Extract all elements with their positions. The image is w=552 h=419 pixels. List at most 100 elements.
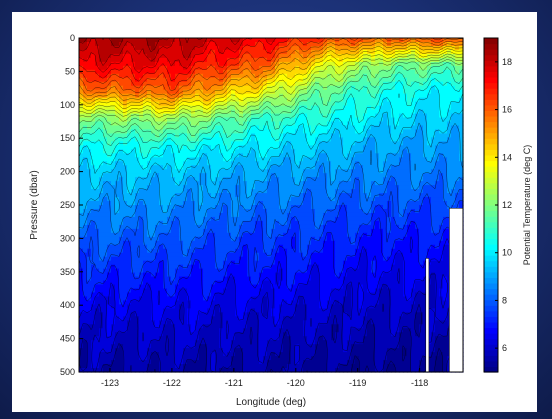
heatmap-cell [155,133,160,139]
heatmap-cell [435,193,440,198]
heatmap-cell [123,193,128,198]
heatmap-cell [303,109,308,115]
heatmap-cell [415,145,420,150]
heatmap-cell [347,41,352,47]
heatmap-cell [427,137,432,142]
heatmap-cell [159,117,164,123]
heatmap-cell [159,149,164,154]
heatmap-cell [163,45,168,51]
heatmap-cell [283,45,288,51]
heatmap-cell [171,157,176,162]
heatmap-cell [231,81,236,87]
heatmap-cell [407,73,412,79]
heatmap-cell [331,220,336,226]
heatmap-cell [419,109,424,115]
heatmap-cell [303,220,308,226]
heatmap-cell [343,133,348,139]
heatmap-cell [259,121,264,127]
heatmap-cell [155,177,160,182]
heatmap-cell [87,232,92,238]
heatmap-cell [271,41,276,47]
heatmap-cell [239,121,244,127]
heatmap-cell [171,232,176,238]
heatmap-cell [147,41,152,47]
heatmap-cell [111,41,116,47]
heatmap-cell [387,73,392,79]
heatmap-cell [339,109,344,115]
heatmap-cell [147,121,152,127]
heatmap-cell [259,53,264,59]
heatmap-cell [439,61,444,67]
heatmap-cell [371,61,376,67]
heatmap-cell [279,57,284,63]
heatmap-cell [303,161,308,166]
heatmap-cell [163,149,168,154]
heatmap-cell [219,53,224,59]
heatmap-cell [87,201,92,206]
heatmap-cell [359,205,364,210]
heatmap-cell [131,208,136,214]
heatmap-cell [423,145,428,150]
heatmap-cell [131,53,136,59]
heatmap-cell [235,181,240,186]
heatmap-cell [443,77,448,83]
heatmap-cell [195,205,200,210]
heatmap-cell [231,53,236,59]
heatmap-cell [435,212,440,218]
heatmap-cell [319,240,324,246]
heatmap-cell [103,133,108,139]
heatmap-cell [151,129,156,135]
heatmap-cell [351,197,356,202]
heatmap-cell [263,81,268,87]
heatmap-cell [291,38,296,43]
heatmap-cell [83,181,88,186]
heatmap-cell [359,109,364,115]
heatmap-cell [323,240,328,246]
heatmap-cell [343,57,348,63]
heatmap-cell [143,69,148,75]
heatmap-cell [303,181,308,186]
heatmap-cell [455,38,460,43]
heatmap-cell [215,177,220,182]
heatmap-cell [411,205,416,210]
heatmap-cell [247,201,252,206]
heatmap-cell [343,137,348,142]
heatmap-cell [371,193,376,198]
heatmap-cell [95,212,100,218]
heatmap-cell [339,169,344,174]
heatmap-cell [371,216,376,222]
heatmap-cell [111,169,116,174]
heatmap-cell [215,220,220,226]
heatmap-cell [391,105,396,111]
heatmap-cell [139,185,144,190]
heatmap-cell [167,157,172,162]
heatmap-cell [247,205,252,210]
heatmap-cell [427,45,432,51]
heatmap-cell [423,85,428,91]
heatmap-cell [339,53,344,59]
heatmap-cell [375,69,380,75]
heatmap-cell [343,101,348,107]
heatmap-cell [223,173,228,178]
heatmap-cell [375,38,380,43]
heatmap-cell [275,141,280,146]
heatmap-cell [243,173,248,178]
heatmap-cell [311,141,316,146]
heatmap-cell [155,61,160,67]
heatmap-cell [191,117,196,123]
heatmap-cell [187,57,192,63]
heatmap-cell [307,105,312,111]
heatmap-cell [139,232,144,238]
heatmap-cell [239,149,244,154]
heatmap-cell [147,201,152,206]
heatmap-cell [223,236,228,242]
heatmap-cell [115,240,120,246]
heatmap-cell [307,201,312,206]
heatmap-cell [239,153,244,158]
heatmap-cell [451,149,456,154]
heatmap-cell [459,189,464,194]
heatmap-cell [311,133,316,139]
heatmap-cell [287,240,292,246]
heatmap-cell [435,216,440,222]
heatmap-cell [211,141,216,146]
